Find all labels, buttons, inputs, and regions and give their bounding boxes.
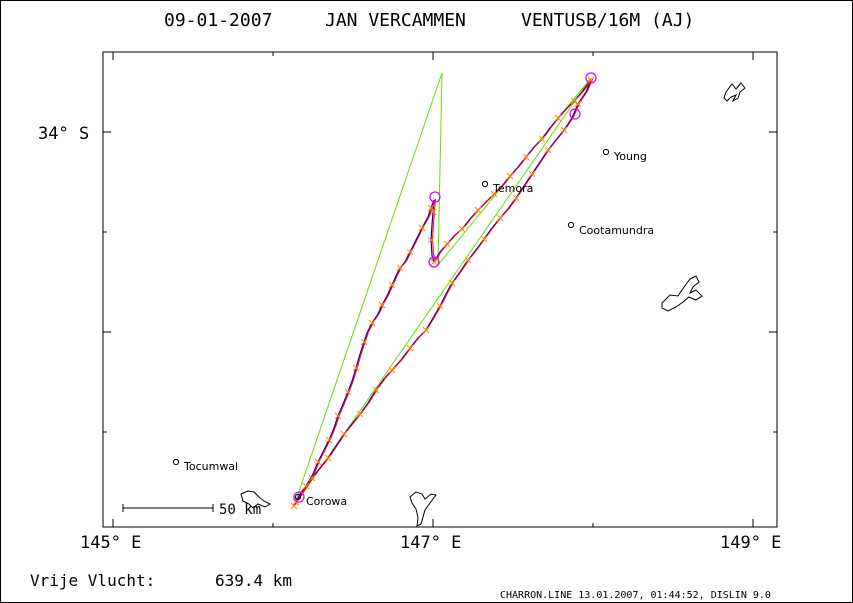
fix-marker	[344, 388, 352, 396]
lon-label-149e: 149° E	[720, 533, 781, 553]
distance-label: Vrije Vlucht:	[30, 571, 155, 590]
turnpoint-circle	[428, 256, 440, 268]
software-credit: CHARRON.LINE 13.01.2007, 01:44:52, DISLI…	[500, 590, 771, 601]
fix-marker	[474, 206, 482, 214]
fix-marker	[480, 235, 488, 243]
title-glider: VENTUSB/16M (AJ)	[521, 10, 694, 31]
fix-marker	[302, 482, 310, 490]
town-marker-cootamundra	[567, 221, 575, 229]
town-marker-corowa	[294, 493, 302, 501]
fix-marker	[334, 412, 342, 420]
flight-track-red	[295, 78, 593, 506]
fix-marker	[528, 170, 536, 178]
fix-marker	[325, 436, 333, 444]
fix-marker	[544, 146, 552, 154]
fix-marker	[324, 454, 332, 462]
fix-marker	[314, 458, 322, 466]
town-marker-tocumwal	[172, 458, 180, 466]
flight-track-blue	[293, 79, 592, 507]
fix-marker	[512, 194, 520, 202]
fix-marker	[388, 366, 396, 374]
fix-marker	[406, 248, 414, 256]
fix-marker	[570, 97, 578, 105]
town-label-temora: Temora	[492, 182, 533, 195]
lake-east	[661, 275, 703, 312]
fix-marker	[352, 364, 360, 372]
fix-marker	[574, 100, 582, 108]
title-date: 09-01-2007	[164, 10, 272, 31]
turnpoint-circle	[569, 108, 581, 120]
town-label-young: Young	[613, 150, 647, 163]
fix-marker	[406, 344, 414, 352]
fix-marker	[422, 326, 430, 334]
lake-bottom	[409, 491, 437, 527]
fix-marker	[372, 386, 380, 394]
fix-marker	[396, 264, 404, 272]
town-label-tocumwal: Tocumwal	[183, 460, 238, 473]
fix-markers	[290, 76, 595, 510]
lake-northeast	[723, 82, 746, 103]
town-marker-young	[602, 148, 610, 156]
town-marker-temora	[481, 180, 489, 188]
turnpoint-circle	[293, 491, 305, 503]
town-label-corowa: Corowa	[306, 495, 347, 508]
fix-marker	[360, 338, 368, 346]
fix-marker	[464, 256, 472, 264]
fix-marker	[308, 474, 316, 482]
lon-label-145e: 145° E	[80, 533, 141, 553]
fix-marker	[448, 279, 456, 287]
fix-marker	[368, 319, 376, 327]
fix-marker	[443, 240, 451, 248]
fix-marker	[490, 190, 498, 198]
fix-marker	[356, 410, 364, 418]
lake-south	[240, 490, 272, 509]
fix-marker	[436, 302, 444, 310]
turnpoint-circle	[585, 72, 597, 84]
axis-ticks	[103, 52, 777, 527]
fix-marker	[560, 126, 568, 134]
fix-marker	[427, 236, 435, 244]
town-label-cootamundra: Cootamundra	[579, 224, 654, 237]
towns: Young Temora Cootamundra Tocumwal Corowa	[172, 148, 654, 508]
scale-bar-label: 50 km	[219, 502, 261, 518]
distance-value: 639.4 km	[215, 571, 292, 590]
lakes	[240, 82, 746, 527]
fix-marker	[290, 502, 298, 510]
fix-marker	[388, 281, 396, 289]
turnpoint-circle	[429, 191, 441, 203]
fix-marker	[418, 224, 426, 232]
fix-marker	[506, 172, 514, 180]
fix-marker	[427, 204, 435, 212]
map-plot-area	[102, 51, 778, 528]
fix-marker	[429, 208, 437, 216]
lat-label-34s: 34° S	[38, 124, 89, 144]
lon-label-147e: 147° E	[400, 533, 461, 553]
fix-marker	[340, 430, 348, 438]
fix-marker	[458, 225, 466, 233]
title-pilot: JAN VERCAMMEN	[325, 10, 466, 31]
fix-marker	[430, 258, 438, 266]
task-outline	[293, 72, 592, 507]
turnpoints	[293, 72, 597, 503]
fix-marker	[378, 301, 386, 309]
fix-marker	[538, 135, 546, 143]
fix-marker	[554, 114, 562, 122]
scale-bar: 50 km	[122, 502, 261, 518]
fix-marker	[522, 153, 530, 161]
fix-marker	[496, 214, 504, 222]
